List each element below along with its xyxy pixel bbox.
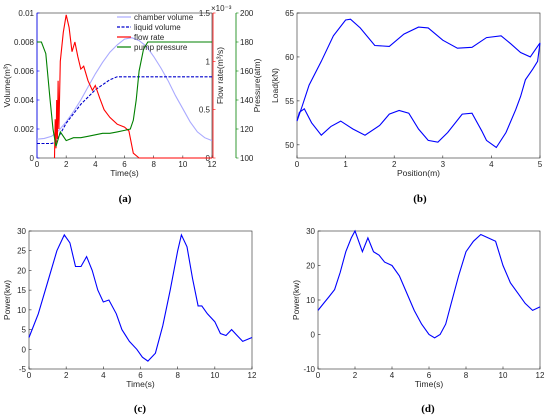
plot-frame-d: [317, 230, 541, 370]
x-tick-label: 12: [248, 371, 257, 380]
x-axis-label: Time(s): [126, 379, 155, 389]
x-tick-label: 6: [138, 371, 143, 380]
pressure-tick-label: 120: [240, 125, 254, 134]
legend-entry: liquid volume: [134, 23, 181, 32]
y-tick-label: 50: [285, 141, 294, 150]
x-tick-label: 4: [489, 160, 494, 169]
y-tick-label: 20: [306, 262, 315, 271]
flow-axis-label: Flow rate(m³/s): [215, 47, 225, 104]
series-line: [28, 233, 253, 362]
x-tick-label: 1: [343, 160, 348, 169]
y-tick-label: 55: [285, 97, 294, 106]
volume-axis-label: Volume(m³): [2, 63, 12, 107]
legend-entry: pump pressure: [134, 43, 188, 52]
volume-tick-label: 0.008: [14, 38, 35, 47]
pressure-tick-label: 140: [240, 96, 254, 105]
series-line-chamber-volume: [36, 37, 213, 142]
x-tick-label: 6: [427, 371, 432, 380]
pressure-tick-label: 100: [240, 154, 254, 163]
x-tick-label: 8: [151, 160, 156, 169]
legend-entry: flow rate: [134, 33, 165, 42]
series-line-pump-pressure: [37, 41, 212, 147]
y-tick-label: 5: [22, 326, 27, 335]
y-tick-label: -10: [303, 365, 315, 374]
plot-frame-b: [296, 12, 541, 159]
series-line: [296, 18, 541, 149]
flow-tick-label: 1.5: [199, 9, 211, 18]
x-tick-label: 12: [208, 160, 217, 169]
x-tick-label: 8: [175, 371, 180, 380]
x-tick-label: 12: [536, 371, 545, 380]
x-axis-label: Time(s): [110, 168, 139, 178]
subfigure-caption: (b): [413, 193, 427, 205]
series-line: [317, 229, 541, 339]
y-tick-label: 0: [311, 331, 316, 340]
y-tick-label: 15: [17, 286, 26, 295]
volume-tick-label: 0.004: [14, 96, 35, 105]
x-tick-label: 10: [499, 371, 508, 380]
x-tick-label: 10: [178, 160, 187, 169]
x-tick-label: 8: [464, 371, 469, 380]
x-tick-label: 0: [27, 371, 32, 380]
x-tick-label: 0: [316, 371, 321, 380]
subfigure-caption: (a): [119, 193, 132, 205]
legend-entry: chamber volume: [134, 13, 194, 22]
flow-tick-label: 1: [206, 57, 211, 66]
volume-tick-label: 0.002: [14, 125, 35, 134]
x-tick-label: 2: [64, 160, 69, 169]
y-axis-label: Power(kw): [291, 280, 301, 320]
pressure-tick-label: 180: [240, 38, 254, 47]
volume-tick-label: 0.006: [14, 67, 35, 76]
x-tick-label: 10: [210, 371, 219, 380]
x-axis-label: Time(s): [415, 379, 444, 389]
flow-exponent-label: ×10⁻³: [211, 4, 232, 13]
pressure-tick-label: 160: [240, 67, 254, 76]
volume-tick-label: 0: [30, 154, 35, 163]
x-tick-label: 2: [64, 371, 69, 380]
y-tick-label: 30: [17, 227, 26, 236]
y-tick-label: 65: [285, 9, 294, 18]
y-tick-label: 10: [17, 306, 26, 315]
flow-tick-label: 0.5: [199, 106, 211, 115]
x-tick-label: 4: [101, 371, 106, 380]
x-tick-label: 4: [390, 371, 395, 380]
y-axis-label: Power(kw): [2, 280, 12, 320]
series-line-flow-rate: [53, 14, 212, 159]
subfigure-caption: (d): [421, 403, 435, 415]
x-tick-label: 4: [93, 160, 98, 169]
y-tick-label: 0: [22, 345, 27, 354]
y-tick-label: -5: [19, 365, 27, 374]
pressure-tick-label: 200: [240, 9, 254, 18]
x-tick-label: 0: [295, 160, 300, 169]
y-tick-label: 25: [17, 247, 26, 256]
pressure-axis-label: Pressure(atm): [252, 58, 262, 112]
y-tick-label: 60: [285, 53, 294, 62]
x-tick-label: 6: [122, 160, 127, 169]
y-tick-label: 10: [306, 296, 315, 305]
plot-frame-c: [28, 230, 253, 370]
y-tick-label: 20: [17, 266, 26, 275]
y-tick-label: 30: [306, 227, 315, 236]
volume-tick-label: 0.01: [18, 9, 34, 18]
x-tick-label: 2: [392, 160, 397, 169]
x-axis-label: Position(m): [397, 168, 440, 178]
x-tick-label: 2: [353, 371, 358, 380]
x-tick-label: 5: [538, 160, 543, 169]
subfigure-caption: (c): [134, 403, 147, 415]
x-tick-label: 0: [35, 160, 40, 169]
x-tick-label: 3: [441, 160, 446, 169]
y-axis-label: Load(kN): [270, 68, 280, 103]
